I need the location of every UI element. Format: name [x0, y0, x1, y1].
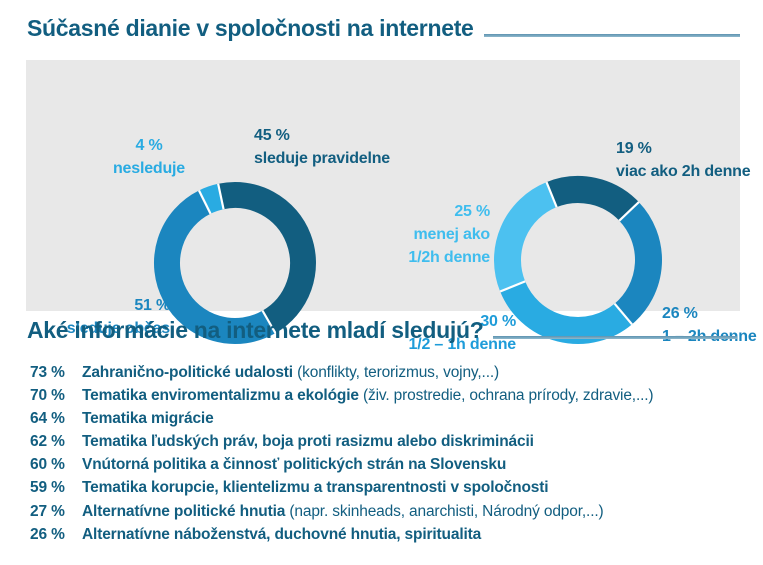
segment-label-sleduje-pravidelne: 45 % sleduje pravidelne — [254, 124, 390, 170]
segment-text: viac ako 2h denne — [616, 163, 751, 180]
list-item-text: Tematika enviromentalizmu a ekológie (ži… — [82, 387, 654, 405]
segment-text: nesleduje — [112, 160, 185, 177]
list-item-percent: 60 % — [30, 456, 65, 474]
segment-text: 1/2 – 1h denne — [408, 336, 517, 353]
list-item-percent: 73 % — [30, 364, 65, 381]
list-item-text: Tematika ľudských práv, boja proti rasiz… — [82, 433, 534, 451]
list-item: 26 % Alternatívne náboženstvá, duchovné … — [30, 526, 753, 549]
segment-percent: 45 % — [254, 127, 290, 144]
list-item: 59 % Tematika korupcie, klientelizmu a t… — [30, 479, 753, 502]
segment-percent: 51 % — [134, 297, 170, 314]
segment-text: menej ako — [413, 226, 491, 243]
list-item: 64 % Tematika migrácie — [30, 410, 753, 433]
segment-text: sleduje občas — [66, 320, 170, 337]
list-item-text: Alternatívne náboženstvá, duchovné hnuti… — [82, 525, 482, 543]
list-item: 60 % Vnútorná politika a činnosť politic… — [30, 456, 753, 479]
list-item-percent: 27 % — [30, 502, 65, 520]
segment-label-nesleduje: 4 % nesleduje — [88, 134, 210, 180]
segment-text: 1/2h denne — [408, 249, 490, 266]
donut-chart-time — [494, 176, 662, 344]
list-item-percent: 26 % — [30, 525, 65, 543]
segment-label-menej-ako-pol-h: 25 % menej ako 1/2h denne — [366, 200, 490, 269]
title-underline — [483, 34, 740, 37]
segment-text: sleduje pravidelne — [254, 150, 391, 167]
list-item-text: Zahranično-politické udalosti (konflikty… — [82, 364, 500, 381]
page-title: Súčasné dianie v spoločnosti na internet… — [27, 15, 474, 41]
list-item-text: Vnútorná politika a činnosť politických … — [82, 456, 507, 474]
charts-panel: 4 % nesleduje 45 % sleduje pravidelne 51… — [26, 60, 757, 353]
segment-percent: 26 % — [662, 305, 698, 322]
segment-label-viac-ako-2h: 19 % viac ako 2h denne — [616, 137, 751, 183]
segment-label-sleduje-obcas: 51 % sleduje občas — [44, 294, 170, 340]
list-item: 62 % Tematika ľudských práv, boja proti … — [30, 433, 753, 456]
segment-label-pol-1h: 30 % 1/2 – 1h denne — [372, 310, 517, 356]
list-item-text: Tematika korupcie, klientelizmu a transp… — [82, 479, 549, 497]
list-item-percent: 64 % — [30, 410, 65, 428]
segment-percent: 19 % — [616, 140, 652, 157]
info-list: 73 % Zahranično-politické udalosti (konf… — [30, 364, 753, 549]
list-item-percent: 62 % — [30, 433, 65, 451]
list-item: 27 % Alternatívne politické hnutia (napr… — [30, 503, 753, 526]
list-item-text: Alternatívne politické hnutia (napr. ski… — [82, 502, 604, 520]
page-title-row: Súčasné dianie v spoločnosti na internet… — [0, 15, 763, 42]
segment-percent: 25 % — [454, 203, 490, 220]
section-underline — [493, 336, 737, 339]
donut-chart-frequency — [154, 182, 316, 344]
list-item-percent: 59 % — [30, 479, 65, 497]
list-item-text: Tematika migrácie — [82, 410, 214, 428]
segment-percent: 30 % — [480, 313, 516, 330]
list-item: 70 % Tematika enviromentalizmu a ekológi… — [30, 387, 753, 410]
section-title: Aké informácie na internete mladí sleduj… — [27, 317, 484, 343]
section-title-row: Aké informácie na internete mladí sleduj… — [0, 317, 763, 344]
list-item: 73 % Zahranično-politické udalosti (konf… — [30, 364, 753, 387]
segment-percent: 4 % — [135, 137, 163, 154]
list-item-percent: 70 % — [30, 387, 65, 405]
